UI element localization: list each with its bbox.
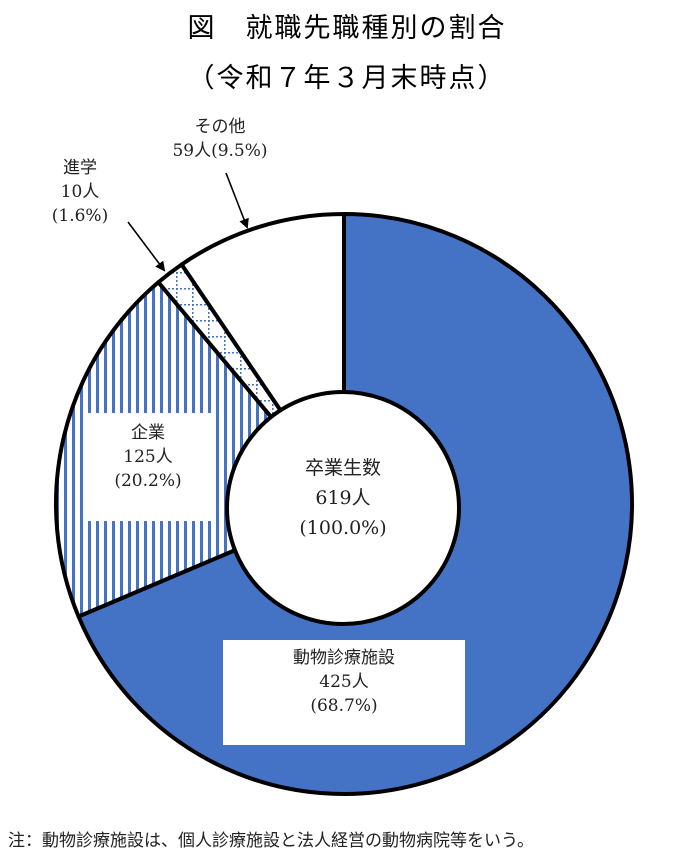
chart-subtitle: （令和７年３月末時点）	[187, 63, 507, 94]
label-other: その他 59人(9.5%)	[140, 115, 300, 163]
label-company-percent: (20.2%)	[114, 471, 182, 491]
label-clinic-name: 動物診療施設	[293, 648, 395, 668]
label-clinic-percent: (68.7%)	[310, 696, 378, 716]
label-company: 企業 125人 (20.2%)	[84, 413, 212, 521]
label-total-percent: (100.0%)	[299, 517, 387, 539]
label-total-name: 卒業生数	[304, 457, 381, 479]
label-other-name: その他	[194, 117, 246, 137]
label-other-value: 59人(9.5%)	[172, 141, 268, 161]
label-study-name: 進学	[63, 158, 97, 178]
label-animal-clinic: 動物診療施設 425人 (68.7%)	[223, 640, 465, 745]
donut-hole	[225, 390, 461, 626]
chart-title: 図 就職先職種別の割合	[187, 13, 507, 44]
arrow-study	[127, 221, 166, 272]
label-study-count: 10人	[60, 182, 100, 202]
footnote: 注：動物診療施設は、個人診療施設と法人経営の動物病院等をいう。	[8, 831, 534, 851]
label-study: 進学 10人 (1.6%)	[30, 156, 130, 228]
label-clinic-count: 425人	[319, 672, 369, 692]
label-company-name: 企業	[131, 423, 165, 443]
label-total-count: 619人	[315, 487, 371, 509]
label-study-percent: (1.6%)	[51, 206, 109, 226]
label-company-count: 125人	[123, 447, 173, 467]
arrow-other	[225, 172, 249, 229]
label-total: 卒業生数 619人 (100.0%)	[243, 453, 443, 543]
